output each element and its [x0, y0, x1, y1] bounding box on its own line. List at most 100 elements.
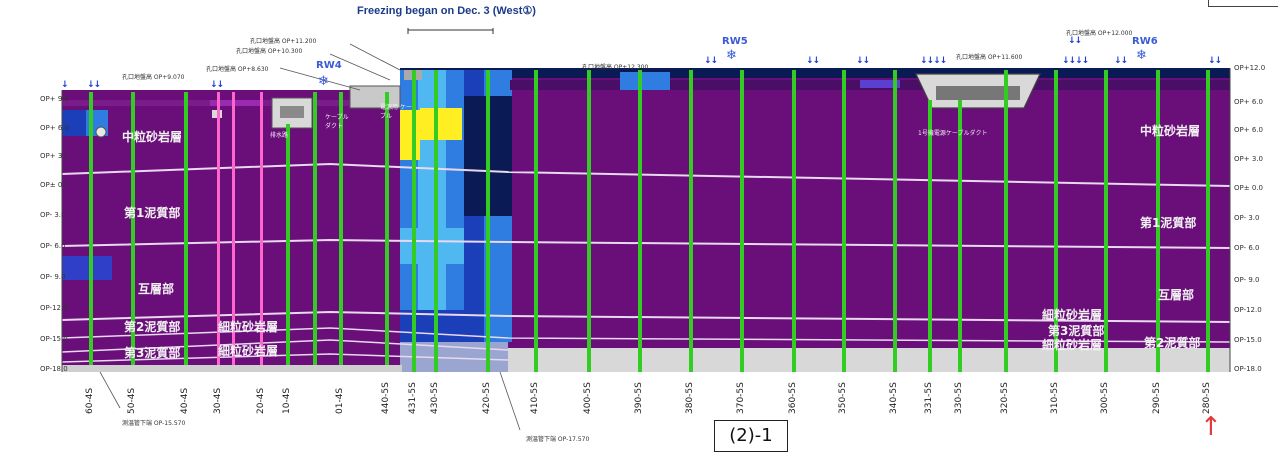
pipe-label: 20-4S — [256, 387, 266, 414]
soil-mass — [62, 90, 1230, 372]
op-right-9: OP-15.0 — [1234, 336, 1262, 344]
diagram-title: Freezing began on Dec. 3 (West①) — [357, 5, 536, 17]
geology-left-0: 中粒砂岩層 — [122, 130, 183, 144]
cold-patch-left-1 — [62, 110, 86, 136]
geology-right-3: 細粒砂岩層 — [1042, 308, 1103, 322]
geology-right-0: 中粒砂岩層 — [1140, 124, 1201, 138]
geology-right-6: 第2泥質部 — [1144, 336, 1201, 350]
right-cold-2 — [860, 80, 900, 88]
op-left-6: OP- 9.0 — [40, 273, 66, 281]
pipe-label: 331-5S — [924, 382, 934, 414]
diagram-label: (2)-1 — [714, 420, 788, 452]
pipe-label: 370-5S — [736, 382, 746, 414]
op-left-0: OP+ 9.0 — [40, 95, 69, 103]
pipe-label: 350-5S — [838, 382, 848, 414]
arrow-down-icon: ↓↓ — [856, 56, 870, 66]
corner-frame — [1208, 0, 1278, 7]
boundary-2 — [61, 238, 1231, 249]
drain-inner — [280, 106, 304, 118]
rw-label-6: RW6 — [1132, 36, 1158, 47]
op-right-2: OP+ 6.0 — [1234, 126, 1263, 134]
geology-left-1: 第1泥質部 — [124, 206, 181, 220]
geology-right-2: 互層部 — [1158, 288, 1195, 302]
cable-duct-right-inner — [936, 86, 1020, 100]
duct-label-left: ケーブル ダクト — [325, 114, 349, 130]
op-right-5: OP- 3.0 — [1234, 214, 1260, 222]
pipe-label: 60-4S — [85, 387, 95, 414]
pipe-label: 330-5S — [954, 382, 964, 414]
snowflake-icon: ❄ — [1136, 48, 1147, 63]
pipe-label: 300-5S — [1100, 382, 1110, 414]
pipe-label: 50-4S — [127, 387, 137, 414]
geology-left-2: 互層部 — [138, 282, 175, 296]
arrow-down-icon: ↓↓ — [210, 80, 224, 90]
duct-label-right: 1号機電源ケーブルダクト — [918, 130, 988, 137]
geology-right-4: 第3泥質部 — [1048, 324, 1105, 338]
arrow-down-icon: ↓↓ — [1208, 56, 1222, 66]
pipe-label: 01-4S — [335, 387, 345, 414]
op-left-4: OP- 3.0 — [40, 211, 66, 219]
bottom-grey-band — [508, 348, 1230, 372]
pipe-label: 320-5S — [1000, 382, 1010, 414]
boundary-5 — [61, 339, 509, 353]
op-right-1: OP+ 6.0 — [1234, 98, 1263, 106]
pipe-label: 340-5S — [889, 382, 899, 414]
op-left-7: OP-12.0 — [40, 304, 68, 312]
ground-note-mid: 孔口地盤高 OP+12.300 — [582, 64, 649, 71]
op-right-3: OP+ 3.0 — [1234, 155, 1263, 163]
boundary-3 — [61, 310, 1231, 323]
arrow-down-icon: ↓↓↓↓ — [920, 56, 947, 66]
ground-note-a: 孔口地盤高 OP+8.630 — [206, 66, 269, 73]
op-left-9: OP-18.0 — [40, 365, 68, 373]
bottom-note-left: 測温管下端 OP-15.570 — [122, 420, 186, 427]
arrow-down-icon: ↓↓ — [806, 56, 820, 66]
pipe-label: 420-5S — [482, 382, 492, 414]
rw-label-5: RW5 — [722, 36, 748, 47]
top-bracket — [407, 28, 494, 34]
ice-zone-2 — [420, 108, 462, 140]
ground-note-right1: 孔口地盤高 OP+11.600 — [956, 54, 1023, 61]
pipe-label: 40-4S — [180, 387, 190, 414]
arrow-down-icon: ↓↓↓↓ — [1062, 56, 1089, 66]
pipe-label: 30-4S — [213, 387, 223, 414]
ground-note-c: 孔口地盤高 OP+11.200 — [250, 38, 317, 45]
op-right-6: OP- 6.0 — [1234, 244, 1260, 252]
op-left-3: OP± 0.0 — [40, 181, 69, 189]
pipe-label: 431-5S — [408, 382, 418, 414]
arrow-down-icon: ↓↓ — [87, 80, 101, 90]
pipe-label: 360-5S — [788, 382, 798, 414]
pipe-label: 10-4S — [282, 387, 292, 414]
ground-note-right2: 孔口地盤高 OP+12.000 — [1066, 30, 1133, 37]
op-left-1: OP+ 6.0 — [40, 124, 69, 132]
rw-label-4: RW4 — [316, 60, 342, 71]
geology-left-6: 細粒砂岩層 — [218, 344, 279, 358]
bottom-left-band — [62, 365, 402, 372]
op-left-8: OP-15.0 — [40, 335, 68, 343]
op-left-2: OP+ 3.0 — [40, 152, 69, 160]
arrow-down-icon: ↓↓ — [1114, 56, 1128, 66]
pipe-label: 410-5S — [530, 382, 540, 414]
op-right-0: OP+12.0 — [1234, 64, 1266, 72]
geology-right-1: 第1泥質部 — [1140, 216, 1197, 230]
boundary-1 — [61, 162, 1231, 187]
snowflake-icon: ❄ — [318, 74, 329, 89]
pipe-label: 440-5S — [381, 382, 391, 414]
op-right-8: OP-12.0 — [1234, 306, 1262, 314]
pipe-label: 400-5S — [583, 382, 593, 414]
snowflake-icon: ❄ — [726, 48, 737, 63]
op-right-10: OP-18.0 — [1234, 365, 1262, 373]
right-cold-1 — [620, 72, 670, 90]
pipe-label: 310-5S — [1050, 382, 1060, 414]
drain-label: 排水路 — [270, 132, 289, 139]
pipe-label: 430-5S — [430, 382, 440, 414]
geology-left-5: 第3泥質部 — [124, 346, 181, 360]
geology-left-3: 第2泥質部 — [124, 320, 181, 334]
pipe-label: 280-5S — [1202, 382, 1212, 414]
arrow-down-icon: ↓ — [61, 80, 68, 90]
pipe-label: 380-5S — [685, 382, 695, 414]
geology-right-5: 細粒砂岩層 — [1042, 338, 1103, 352]
op-right-7: OP- 9.0 — [1234, 276, 1260, 284]
arrow-up-icon: ↑ — [1200, 412, 1222, 442]
duct-label-mid: 電源用 ケーブル — [380, 104, 412, 120]
